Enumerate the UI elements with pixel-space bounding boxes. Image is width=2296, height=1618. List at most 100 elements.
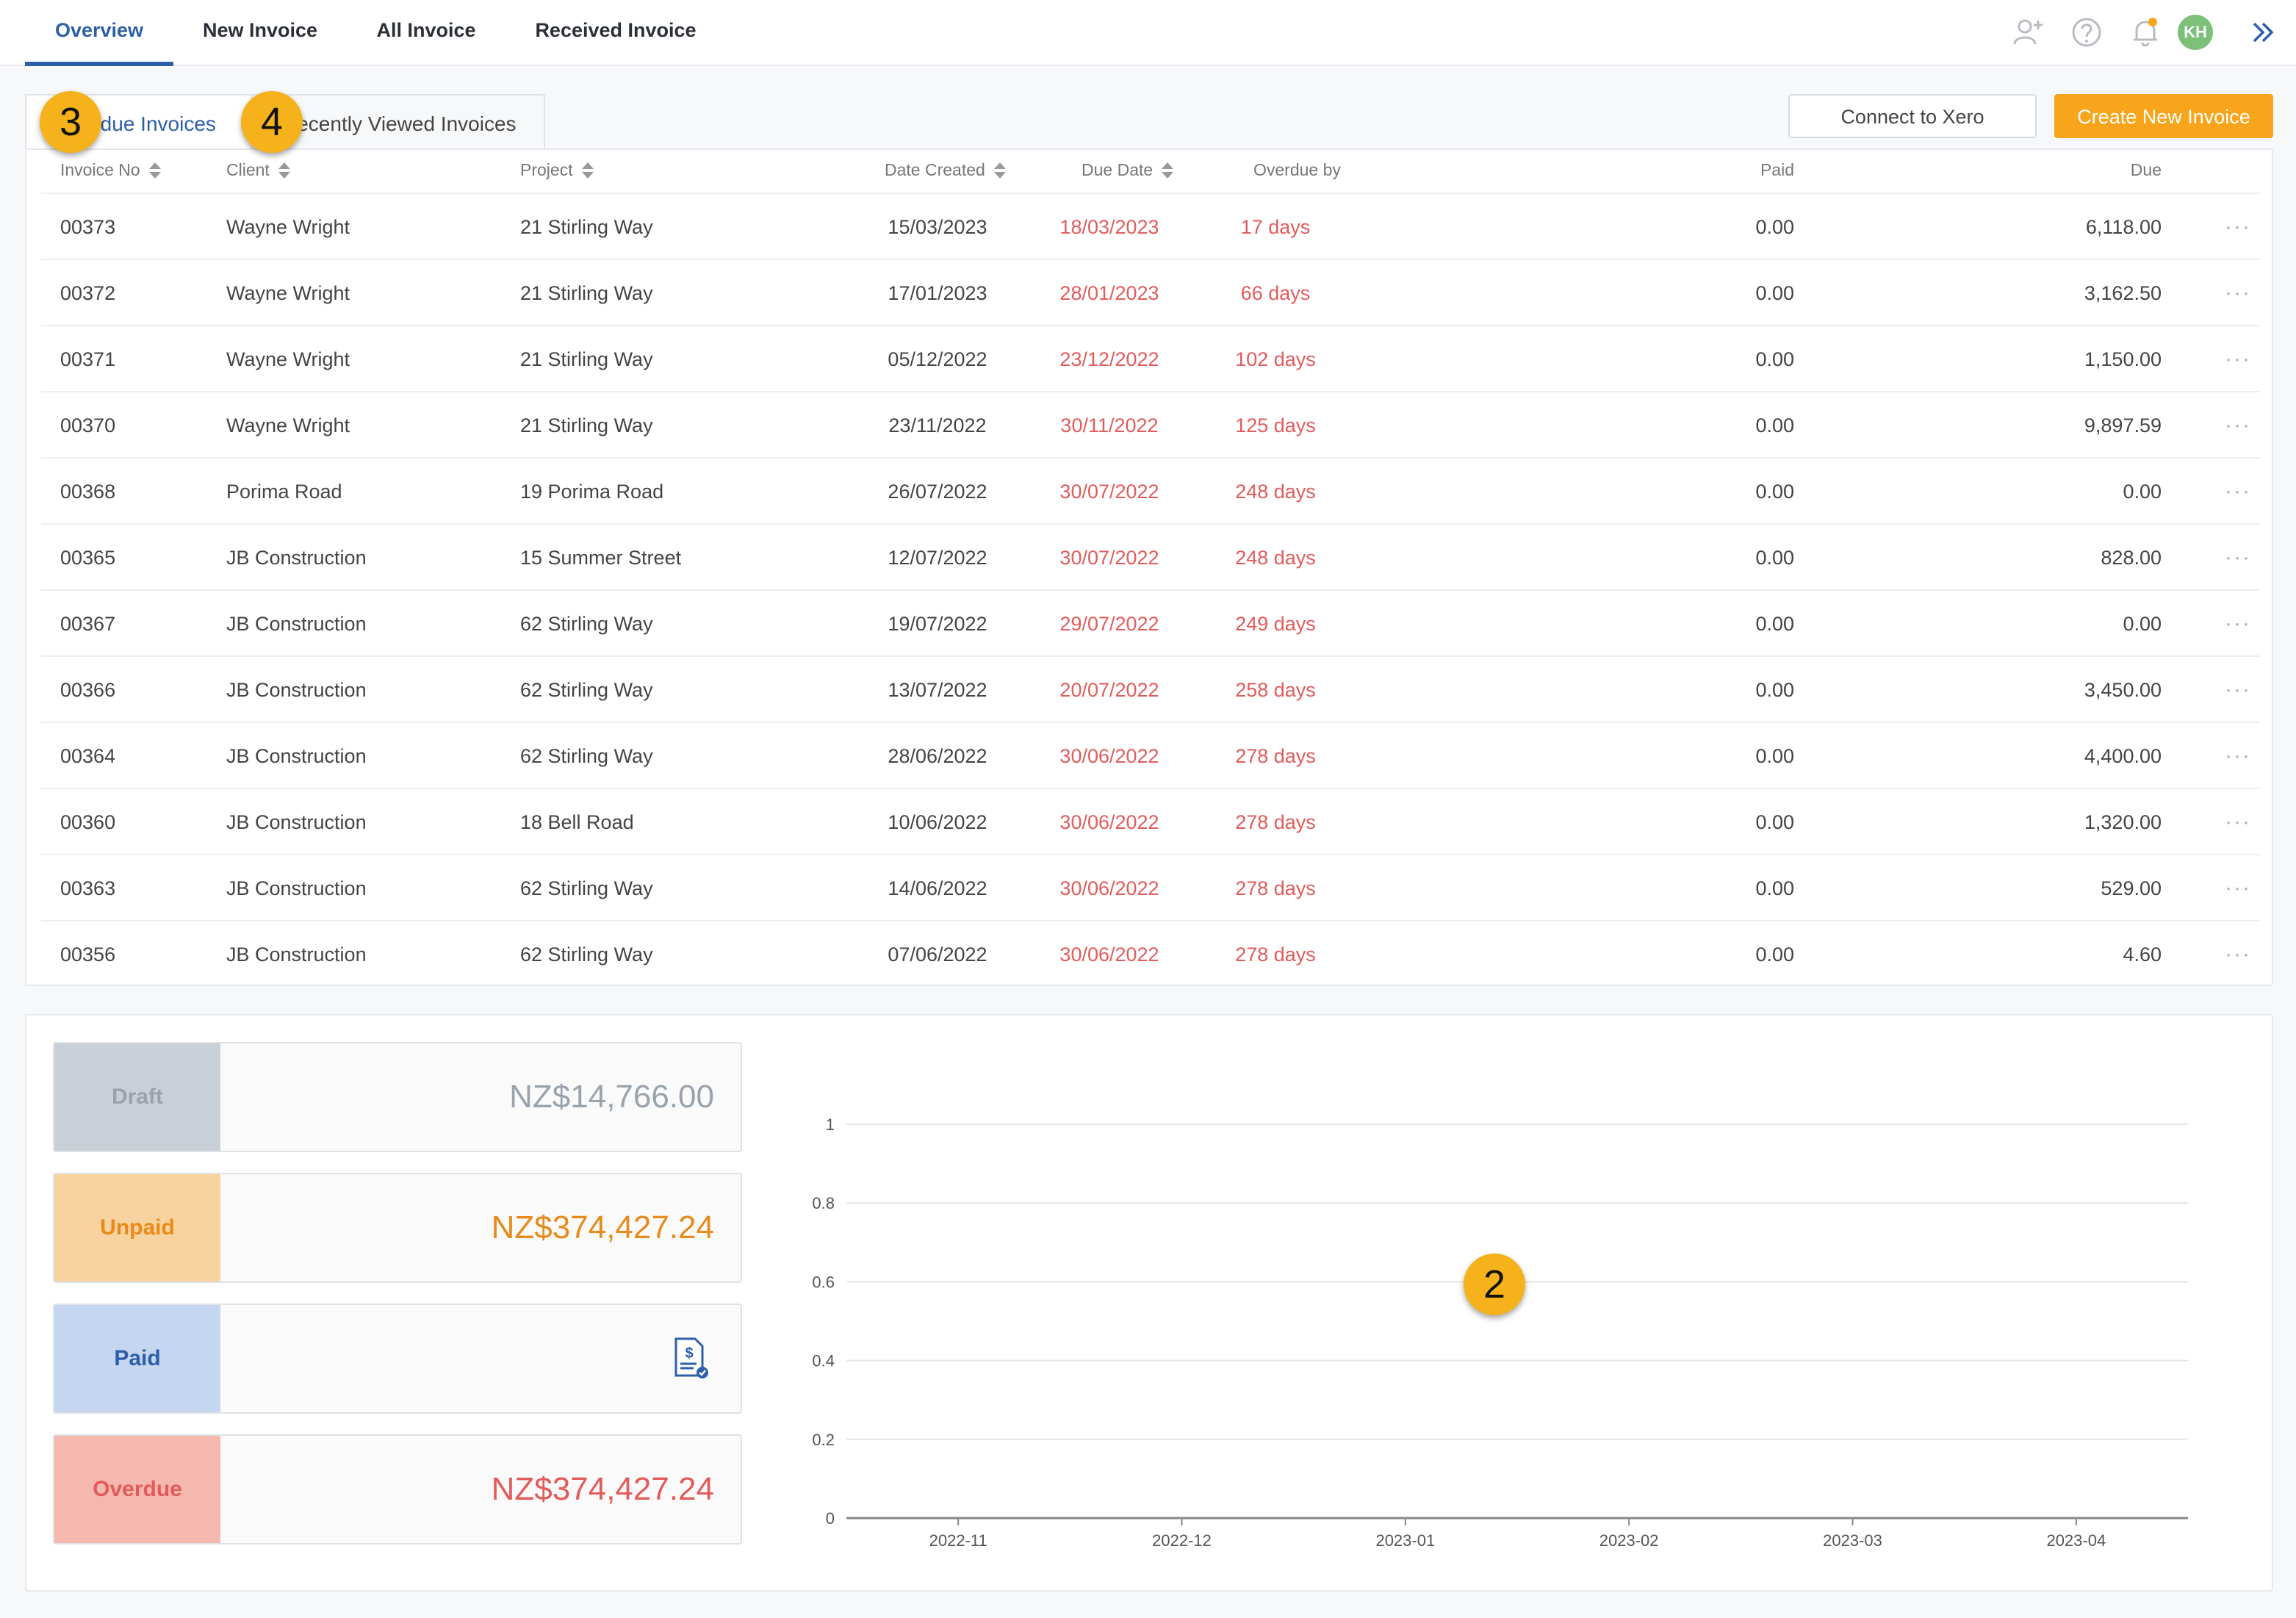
row-menu-icon[interactable]: ···	[2225, 942, 2251, 966]
callout-badge-4: 4	[241, 91, 303, 153]
table-row[interactable]: 00356 JB Construction 62 Stirling Way 07/06…	[41, 920, 2260, 986]
invoice-number: 00372	[60, 282, 116, 304]
row-menu-icon[interactable]: ···	[2225, 479, 2251, 503]
table-row[interactable]: 00370 Wayne Wright 21 Stirling Way 23/11/20…	[41, 391, 2260, 457]
project-name: 62 Stirling Way	[520, 943, 653, 966]
sort-icon[interactable]	[581, 162, 594, 181]
row-menu-icon[interactable]: ···	[2225, 413, 2251, 437]
due-date: 30/06/2022	[1059, 745, 1159, 767]
table-row[interactable]: 00367 JB Construction 62 Stirling Way 19/07…	[41, 589, 2260, 655]
bell-icon[interactable]	[2128, 15, 2163, 50]
tab-all-invoice[interactable]: All Invoice	[376, 19, 476, 41]
table-row[interactable]: 00372 Wayne Wright 21 Stirling Way 17/01/20…	[41, 259, 2260, 325]
tab-received-invoice[interactable]: Received Invoice	[535, 19, 697, 41]
row-menu-icon[interactable]: ···	[2225, 545, 2251, 569]
due-date: 30/06/2022	[1059, 943, 1159, 966]
summary-card-value: NZ$14,766.00	[509, 1079, 714, 1115]
row-menu-icon[interactable]: ···	[2225, 215, 2251, 239]
table-row[interactable]: 00360 JB Construction 18 Bell Road 10/06/20…	[41, 788, 2260, 854]
invoice-chart: 0 0.2 0.4 0.6 0.8 1 2022-11 2022-12 2023-01 2023…	[812, 1115, 2188, 1550]
row-menu-icon[interactable]: ···	[2225, 744, 2251, 768]
due-amount: 6,118.00	[2085, 216, 2162, 238]
column-header-overdue-by: Overdue by	[1253, 160, 1341, 179]
column-header-invoice-no[interactable]: Invoice No	[60, 160, 161, 181]
x-tick-label: 2023-03	[1823, 1531, 1882, 1550]
avatar[interactable]: KH	[2178, 15, 2213, 50]
paid-amount: 0.00	[1755, 613, 1794, 635]
column-header-date-created[interactable]: Date Created	[885, 160, 1006, 181]
table-row[interactable]: 00371 Wayne Wright 21 Stirling Way 05/12/20…	[41, 325, 2260, 391]
due-amount: 0.00	[2123, 481, 2162, 503]
invoice-number: 00370	[60, 414, 116, 436]
sort-icon[interactable]	[278, 162, 290, 181]
paid-amount: 0.00	[1755, 943, 1794, 966]
svg-text:$: $	[685, 1345, 693, 1362]
due-amount: 0.00	[2123, 613, 2162, 635]
table-row[interactable]: 00368 Porima Road 19 Porima Road 26/07/2022…	[41, 457, 2260, 523]
invoice-number: 00364	[60, 745, 116, 767]
due-date: 28/01/2023	[1059, 282, 1159, 304]
summary-card-label: Draft	[54, 1043, 220, 1151]
project-name: 21 Stirling Way	[520, 348, 653, 370]
overdue-by: 248 days	[1235, 481, 1316, 503]
y-tick-label: 0.2	[812, 1431, 835, 1449]
overdue-by: 248 days	[1235, 547, 1316, 569]
date-created: 23/11/2022	[888, 414, 987, 436]
connect-to-xero-button[interactable]: Connect to Xero	[1788, 94, 2037, 138]
client-name: JB Construction	[226, 547, 367, 569]
x-tick-label: 2023-02	[1599, 1531, 1659, 1550]
paid-amount: 0.00	[1755, 348, 1794, 370]
table-row[interactable]: 00364 JB Construction 62 Stirling Way 28/06…	[41, 722, 2260, 788]
invoice-number: 00365	[60, 547, 116, 569]
tab-overview[interactable]: Overview	[25, 0, 173, 66]
column-header-client[interactable]: Client	[226, 160, 290, 181]
date-created: 19/07/2022	[888, 613, 987, 635]
summary-card-paid[interactable]: Paid $	[53, 1304, 742, 1414]
table-row[interactable]: 00363 JB Construction 62 Stirling Way 14/06…	[41, 854, 2260, 920]
table-row[interactable]: 00373 Wayne Wright 21 Stirling Way 15/03/20…	[41, 193, 2260, 259]
row-menu-icon[interactable]: ···	[2225, 677, 2251, 702]
date-created: 15/03/2023	[888, 216, 987, 238]
column-header-project[interactable]: Project	[520, 160, 594, 181]
invoice-number: 00367	[60, 613, 116, 635]
row-menu-icon[interactable]: ···	[2225, 281, 2251, 305]
invoice-number: 00366	[60, 679, 116, 701]
date-created: 28/06/2022	[888, 745, 987, 767]
sort-icon[interactable]	[993, 162, 1006, 181]
overdue-by: 278 days	[1235, 745, 1316, 767]
due-amount: 1,320.00	[2084, 811, 2162, 833]
create-new-invoice-button[interactable]: Create New Invoice	[2054, 94, 2273, 138]
due-amount: 529.00	[2101, 877, 2162, 899]
row-menu-icon[interactable]: ···	[2225, 347, 2251, 371]
paid-amount: 0.00	[1755, 414, 1794, 436]
x-tick-label: 2023-01	[1375, 1531, 1435, 1550]
add-user-icon[interactable]	[2010, 15, 2045, 50]
project-name: 15 Summer Street	[520, 547, 682, 569]
sort-icon[interactable]	[148, 162, 161, 181]
column-header-due: Due	[2130, 160, 2162, 179]
project-name: 62 Stirling Way	[520, 745, 653, 767]
double-chevron-right-icon[interactable]	[2245, 15, 2281, 50]
sort-icon[interactable]	[1162, 162, 1174, 181]
invoice-number: 00363	[60, 877, 116, 899]
help-icon[interactable]	[2069, 15, 2104, 50]
overdue-by: 278 days	[1235, 811, 1316, 833]
due-date: 18/03/2023	[1059, 216, 1159, 238]
row-menu-icon[interactable]: ···	[2225, 810, 2251, 834]
summary-card-overdue[interactable]: Overdue NZ$374,427.24	[53, 1434, 742, 1545]
summary-card-label: Unpaid	[54, 1174, 220, 1281]
summary-card-draft[interactable]: Draft NZ$14,766.00	[53, 1042, 742, 1152]
column-header-due-date[interactable]: Due Date	[1082, 160, 1174, 181]
paid-amount: 0.00	[1755, 877, 1794, 899]
due-date: 30/06/2022	[1059, 877, 1159, 899]
row-menu-icon[interactable]: ···	[2225, 611, 2251, 636]
row-menu-icon[interactable]: ···	[2225, 876, 2251, 900]
table-row[interactable]: 00366 JB Construction 62 Stirling Way 13/07…	[41, 655, 2260, 722]
summary-card-unpaid[interactable]: Unpaid NZ$374,427.24	[53, 1173, 742, 1283]
paid-amount: 0.00	[1755, 481, 1794, 503]
client-name: JB Construction	[226, 811, 367, 833]
due-amount: 3,162.50	[2084, 282, 2162, 304]
overdue-by: 125 days	[1235, 414, 1316, 436]
tab-new-invoice[interactable]: New Invoice	[202, 19, 318, 41]
table-row[interactable]: 00365 JB Construction 15 Summer Street 12/0…	[41, 523, 2260, 589]
